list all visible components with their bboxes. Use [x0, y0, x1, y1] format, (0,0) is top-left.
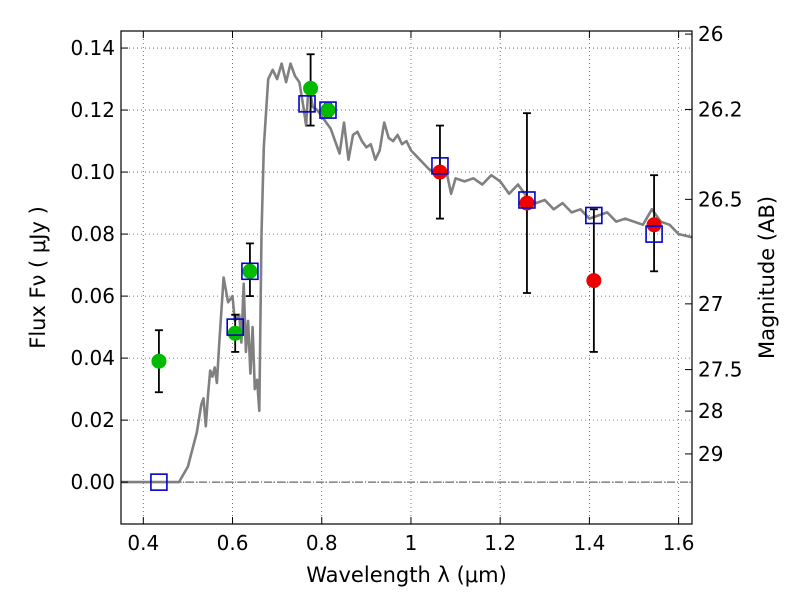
red-data-point [432, 164, 448, 180]
model-flux-square [241, 262, 259, 281]
errorbar-layer [154, 53, 659, 394]
template-sed-layer [121, 62, 693, 484]
x-tick-label: 0.8 [306, 531, 338, 555]
model-flux-square [518, 191, 536, 209]
x-axis-title: Wavelength λ (μm) [306, 563, 507, 587]
y-axis-ticks: 0.00 0.02 0.04 0.06 0.08 0.10 0.12 0.14 [70, 36, 128, 494]
grid-lines [121, 31, 692, 524]
y-tick-label: 0.06 [70, 284, 115, 308]
model-flux-square [150, 473, 168, 491]
red-data-point [646, 217, 662, 233]
x-tick-label: 1.4 [573, 531, 605, 555]
photometry-points-layer [151, 80, 662, 369]
model-flux-square [298, 95, 316, 113]
x-tick-label: 0.4 [127, 531, 159, 555]
green-data-point [151, 353, 167, 369]
magnitude-tick-label: 26 [698, 22, 723, 46]
green-data-point [303, 80, 319, 96]
magnitude-tick-label: 27.5 [698, 358, 743, 382]
model-flux-square [645, 225, 663, 243]
model-flux-square [585, 206, 603, 225]
y-tick-label: 0.10 [70, 160, 115, 184]
model-flux-square [431, 157, 449, 175]
model-squares-layer [150, 95, 663, 491]
y-tick-label: 0.04 [70, 346, 115, 370]
green-data-point [242, 263, 258, 279]
red-data-point [519, 195, 535, 211]
y-tick-label: 0.08 [70, 222, 115, 246]
x-tick-label: 1.2 [484, 531, 516, 555]
x-tick-label: 1.6 [663, 531, 695, 555]
magnitude-axis-title: Magnitude (AB) [755, 196, 779, 359]
x-tick-label: 0.6 [217, 531, 249, 555]
model-flux-square [226, 318, 244, 336]
magnitude-tick-label: 29 [698, 442, 723, 466]
y-axis-title: Flux Fν ( μJy ) [26, 206, 50, 349]
model-flux-square [319, 101, 337, 119]
y-tick-label: 0.02 [70, 408, 115, 432]
y-tick-label: 0.14 [70, 36, 115, 60]
y-tick-label: 0.12 [70, 98, 115, 122]
x-tick-label: 1 [405, 531, 418, 555]
magnitude-tick-label: 26.5 [698, 187, 743, 211]
magnitude-axis-ticks: 26 26.2 26.5 27 27.5 28 29 [685, 22, 743, 466]
magnitude-tick-label: 26.2 [698, 97, 743, 121]
plot-frame [120, 30, 693, 525]
x-axis-ticks: 0.4 0.6 0.8 1 1.2 1.4 1.6 [127, 31, 695, 555]
green-data-point [320, 102, 336, 118]
template-sed-line [121, 62, 693, 484]
magnitude-tick-label: 28 [698, 399, 723, 423]
y-tick-label: 0.00 [70, 470, 115, 494]
red-data-point [586, 273, 602, 289]
magnitude-tick-label: 27 [698, 292, 723, 316]
green-data-point [227, 325, 243, 341]
